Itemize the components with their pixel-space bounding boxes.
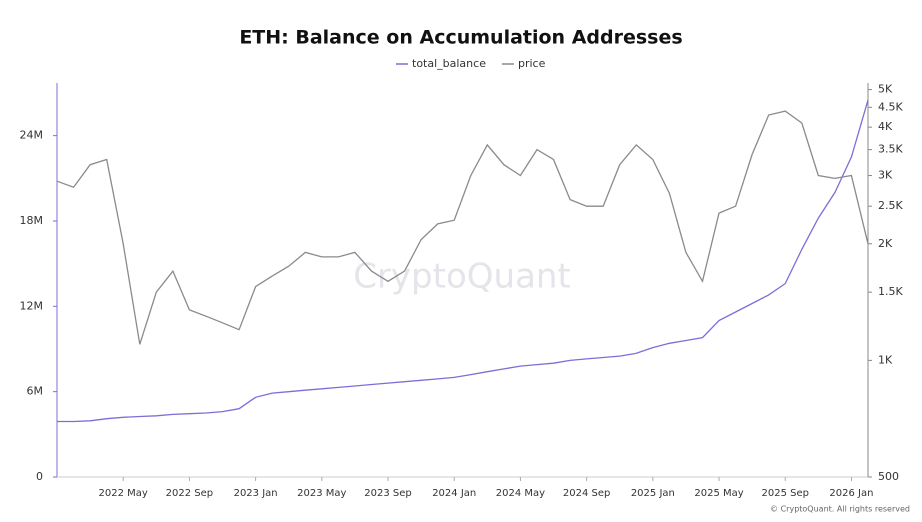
y2-tick-label: 4K bbox=[878, 120, 893, 133]
y-tick-label: 12M bbox=[20, 299, 44, 312]
y2-tick-label: 2.5K bbox=[878, 199, 903, 212]
footer: © CryptoQuant. All rights reserved bbox=[770, 505, 910, 514]
legend-label: price bbox=[518, 57, 546, 70]
series-line bbox=[57, 99, 869, 423]
chart-title: ETH: Balance on Accumulation Addresses bbox=[239, 27, 682, 49]
x-tick-label: 2023 Jan bbox=[234, 488, 278, 499]
y2-tick-label: 1K bbox=[878, 353, 893, 366]
legend-label: total_balance bbox=[412, 57, 486, 70]
x-tick-label: 2025 May bbox=[694, 488, 743, 499]
x-tick-label: 2022 Sep bbox=[166, 488, 213, 499]
x-tick-label: 2023 Sep bbox=[364, 488, 411, 499]
y2-tick-label: 2K bbox=[878, 237, 893, 250]
y2-tick-label: 3.5K bbox=[878, 143, 903, 156]
x-tick-label: 2022 May bbox=[99, 488, 148, 499]
x-tick-label: 2023 May bbox=[297, 488, 346, 499]
y2-tick-label: 5K bbox=[878, 83, 893, 96]
watermark: CryptoQuant bbox=[353, 257, 571, 297]
y-tick-label: 0 bbox=[36, 470, 43, 483]
y-tick-label: 18M bbox=[20, 214, 44, 227]
x-tick-label: 2025 Jan bbox=[631, 488, 675, 499]
x-tick-label: 2024 Jan bbox=[432, 488, 476, 499]
y2-tick-label: 500 bbox=[878, 470, 899, 483]
y2-tick-label: 4.5K bbox=[878, 100, 903, 113]
y2-tick-label: 1.5K bbox=[878, 285, 903, 298]
x-tick-label: 2024 Sep bbox=[563, 488, 610, 499]
x-tick-label: 2026 Jan bbox=[829, 488, 873, 499]
y-tick-label: 6M bbox=[27, 385, 44, 398]
y-tick-label: 24M bbox=[20, 129, 44, 142]
y2-tick-label: 3K bbox=[878, 169, 893, 182]
x-tick-label: 2024 May bbox=[496, 488, 545, 499]
x-tick-label: 2025 Sep bbox=[762, 488, 809, 499]
series-line bbox=[56, 110, 869, 345]
